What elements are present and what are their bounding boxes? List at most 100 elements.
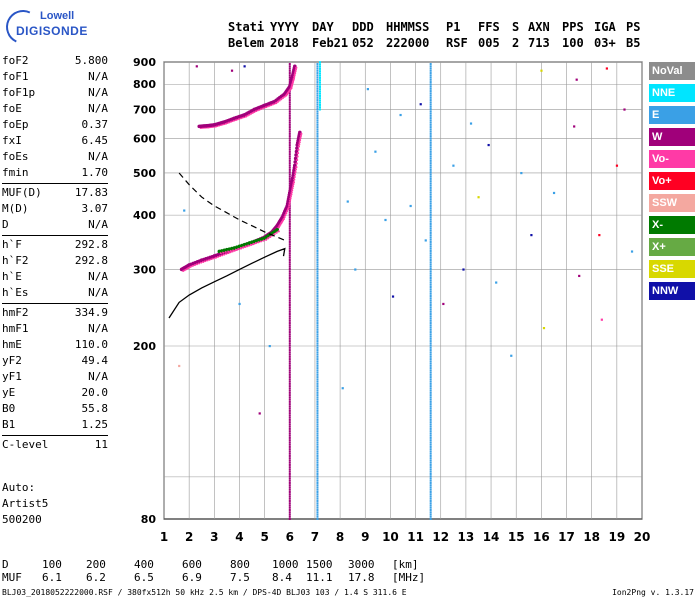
param-row: fxI 6.45 [2, 134, 108, 150]
column-echo-dot [429, 229, 432, 232]
param-name: foE [2, 102, 22, 115]
column-echo-dot [288, 430, 291, 433]
column-echo-dot [316, 211, 319, 214]
column-echo-dot [429, 281, 432, 284]
param-value: 110.0 [74, 338, 108, 351]
param-name: foF1p [2, 86, 36, 99]
column-echo-dot [429, 216, 432, 219]
column-echo-dot [316, 166, 319, 169]
dmuf-cell: [MHz] [392, 571, 426, 584]
param-value: N/A [88, 102, 108, 115]
column-echo-dot [288, 394, 291, 397]
column-echo-dot [316, 484, 319, 487]
column-echo-dot [429, 448, 432, 451]
echo-dot [424, 239, 427, 242]
column-echo-dot [316, 434, 319, 437]
param-name: hmE [2, 338, 22, 351]
y-tick-label: 700 [133, 103, 156, 116]
column-echo-dot [316, 461, 319, 464]
auto-program: Artist5 [2, 497, 49, 510]
column-echo-dot [316, 432, 319, 435]
auto-label: Auto: [2, 481, 36, 494]
x-tick-label: 16 [533, 530, 550, 544]
column-echo-dot [429, 222, 432, 225]
trace-echo-dot [283, 95, 286, 98]
column-echo-dot [316, 486, 319, 489]
column-echo-dot [316, 412, 319, 415]
column-echo-dot [288, 274, 291, 277]
column-echo-dot [316, 427, 319, 430]
trace-echo-dot [296, 158, 299, 162]
param-value: N/A [88, 370, 108, 383]
column-echo-dot [288, 407, 291, 410]
column-echo-dot [429, 475, 432, 478]
column-echo-dot [429, 508, 432, 511]
echo-dot [600, 318, 603, 321]
column-echo-dot [429, 396, 432, 399]
param-name: foF1 [2, 70, 29, 83]
column-echo-dot [316, 99, 319, 102]
trace-echo-dot [295, 162, 298, 165]
column-echo-dot [316, 457, 319, 460]
header-value-6: 005 [478, 36, 500, 50]
param-row: h`E N/A [2, 270, 108, 286]
column-echo-dot [429, 486, 432, 489]
column-echo-dot [429, 236, 432, 239]
column-echo-dot [429, 445, 432, 448]
column-echo-dot [288, 65, 291, 68]
dmuf-cell: 6.9 [182, 571, 202, 584]
column-echo-dot [288, 391, 291, 394]
column-echo-dot [288, 479, 291, 482]
column-echo-dot [429, 234, 432, 237]
column-echo-dot [316, 209, 319, 212]
column-echo-dot [288, 504, 291, 507]
column-echo-dot [316, 407, 319, 410]
column-echo-dot [288, 326, 291, 329]
column-echo-dot [318, 65, 321, 68]
column-echo-dot [429, 371, 432, 374]
trace-echo-dot [298, 138, 302, 142]
echo-dot [530, 234, 533, 237]
column-echo-dot [316, 117, 319, 120]
param-name: C-level [2, 438, 49, 451]
param-row: C-level 11 [2, 438, 108, 454]
column-echo-dot [316, 150, 319, 153]
column-echo-dot [429, 472, 432, 475]
column-echo-dot [429, 452, 432, 455]
param-separator [2, 435, 108, 436]
dmuf-cell: 8.4 [272, 571, 292, 584]
column-echo-dot [288, 243, 291, 246]
column-echo-dot [316, 360, 319, 363]
column-echo-dot [429, 439, 432, 442]
column-echo-dot [429, 263, 432, 266]
column-echo-dot [429, 162, 432, 165]
param-row: foEs N/A [2, 150, 108, 166]
echo-dot [487, 143, 490, 147]
trace-echo-dot [288, 201, 291, 205]
dmuf-row-label: MUF [2, 571, 22, 584]
header-value-11: B5 [626, 36, 641, 50]
column-echo-dot [429, 313, 432, 316]
param-value: 20.0 [81, 386, 109, 399]
column-echo-dot [288, 322, 291, 325]
column-echo-dot [288, 432, 291, 435]
legend-item-vo: Vo+ [649, 172, 695, 190]
column-echo-dot [316, 67, 319, 70]
column-echo-dot [316, 306, 319, 309]
trace-echo-dot [293, 175, 296, 179]
x-tick-label: 15 [508, 530, 525, 544]
column-echo-dot [429, 249, 432, 252]
column-echo-dot [288, 409, 291, 412]
column-echo-dot [288, 173, 291, 176]
column-echo-dot [288, 439, 291, 442]
column-echo-dot [316, 121, 319, 124]
column-echo-dot [429, 204, 432, 207]
x-tick-label: 6 [286, 530, 294, 544]
column-echo-dot [288, 308, 291, 311]
trace-echo-dot [296, 151, 300, 155]
column-echo-dot [316, 148, 319, 151]
column-echo-dot [429, 292, 432, 295]
column-echo-dot [288, 220, 291, 223]
column-echo-dot [288, 162, 291, 165]
footer-version: Ion2Png v. 1.3.17 [612, 588, 694, 597]
